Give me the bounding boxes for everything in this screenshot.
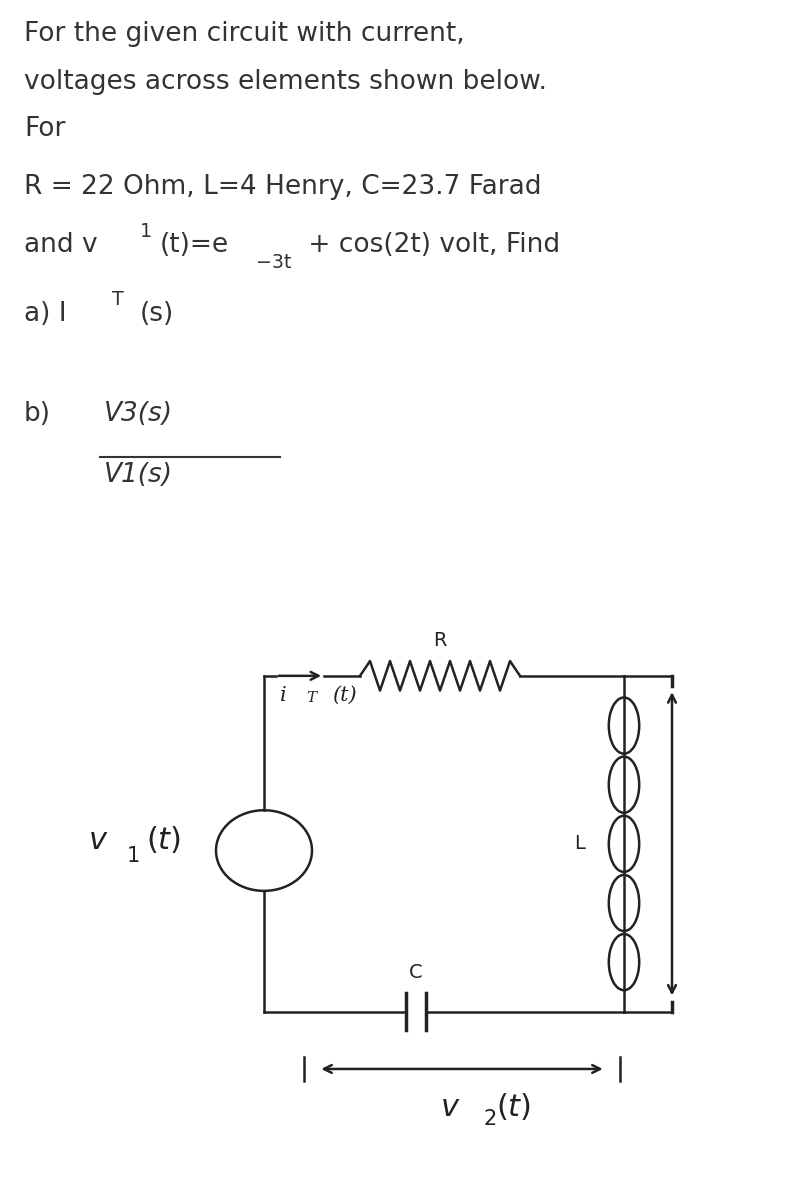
Text: b): b) bbox=[24, 401, 51, 427]
Text: T: T bbox=[306, 691, 317, 704]
Text: $\mathit{(t)}$: $\mathit{(t)}$ bbox=[146, 824, 181, 856]
Text: R: R bbox=[434, 631, 446, 650]
Text: and v: and v bbox=[24, 233, 98, 258]
Text: $\mathit{1}$: $\mathit{1}$ bbox=[126, 846, 140, 866]
Text: $\mathit{v}$: $\mathit{v}$ bbox=[88, 824, 109, 856]
Text: V1(s): V1(s) bbox=[104, 462, 173, 488]
Text: T: T bbox=[112, 290, 124, 310]
Text: voltages across elements shown below.: voltages across elements shown below. bbox=[24, 68, 547, 95]
Text: $\mathit{2}$: $\mathit{2}$ bbox=[483, 1109, 497, 1129]
Text: (s): (s) bbox=[140, 301, 174, 326]
Text: 1: 1 bbox=[140, 222, 152, 241]
Text: a) I: a) I bbox=[24, 301, 66, 326]
Text: For: For bbox=[24, 116, 66, 142]
Text: For the given circuit with current,: For the given circuit with current, bbox=[24, 22, 465, 47]
Text: −3t: −3t bbox=[256, 253, 291, 272]
Text: (t)=e: (t)=e bbox=[160, 233, 229, 258]
Text: $\mathit{(t)}$: $\mathit{(t)}$ bbox=[497, 1092, 531, 1123]
Text: (t): (t) bbox=[332, 686, 357, 704]
Text: + cos(2t) volt, Find: + cos(2t) volt, Find bbox=[300, 233, 560, 258]
Text: $\mathit{v}$: $\mathit{v}$ bbox=[440, 1092, 460, 1123]
Text: V3(s): V3(s) bbox=[104, 401, 173, 427]
Text: L: L bbox=[574, 834, 586, 853]
Text: C: C bbox=[409, 962, 423, 982]
Text: i: i bbox=[280, 686, 286, 704]
Text: R = 22 Ohm, L=4 Henry, C=23.7 Farad: R = 22 Ohm, L=4 Henry, C=23.7 Farad bbox=[24, 174, 542, 200]
